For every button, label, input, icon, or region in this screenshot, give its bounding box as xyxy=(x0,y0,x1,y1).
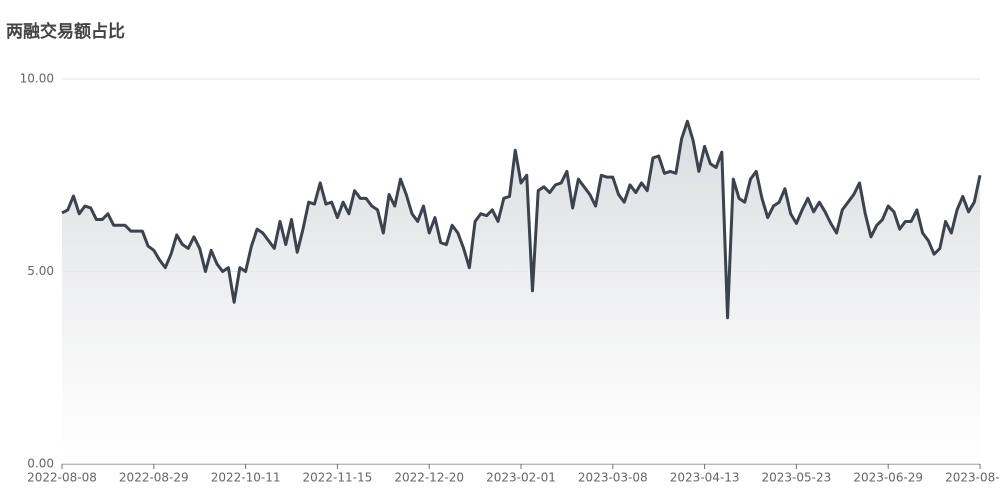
chart-title: 两融交易额占比 xyxy=(6,21,125,42)
x-tick-label: 2023-03-08 xyxy=(578,471,648,485)
x-tick-label: 2023-04-13 xyxy=(670,471,740,485)
x-tick-label: 2023-06-29 xyxy=(853,471,923,485)
y-tick-label: 0.00 xyxy=(27,457,54,471)
x-tick-label: 2022-08-08 xyxy=(27,471,97,485)
x-tick-label: 2023-05-23 xyxy=(762,471,832,485)
y-tick-label: 5.00 xyxy=(27,264,54,278)
line xyxy=(61,119,982,320)
x-tick-label: 2023-02-01 xyxy=(486,471,556,485)
y-tick-label: 10.00 xyxy=(20,72,54,86)
x-tick-label: 2022-12-20 xyxy=(394,471,464,485)
x-tick-label: 2022-10-11 xyxy=(211,471,281,485)
x-tick-label: 2023-08-08 xyxy=(945,471,1000,485)
area xyxy=(62,121,980,464)
x-tick-label: 2022-08-29 xyxy=(119,471,189,485)
x-tick-label: 2022-11-15 xyxy=(303,471,373,485)
